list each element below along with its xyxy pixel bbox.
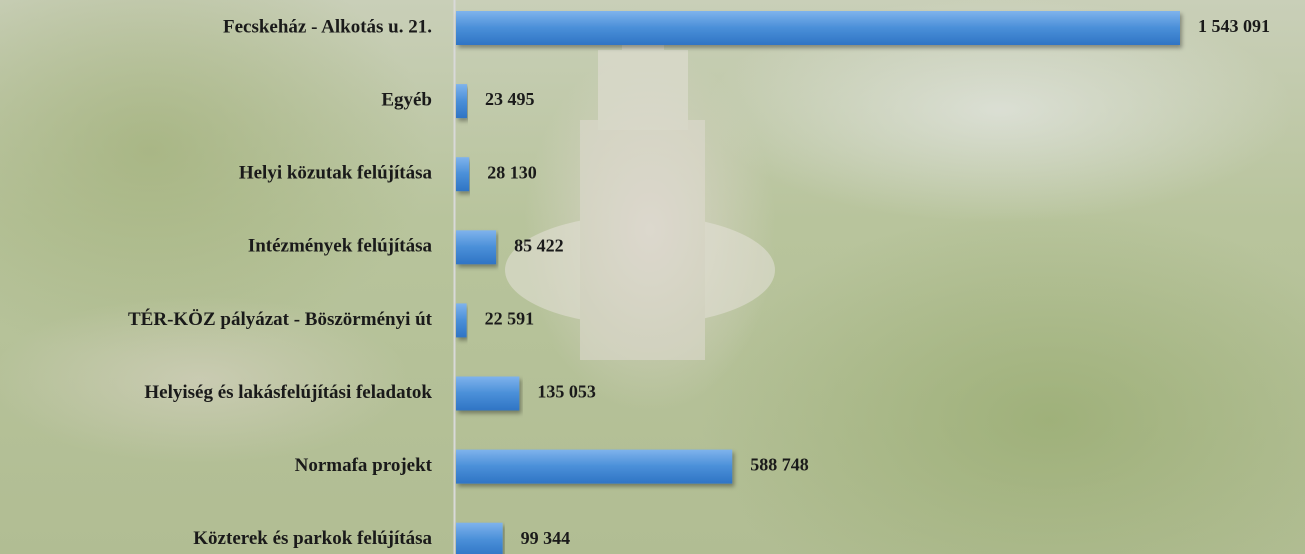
value-label: 135 053: [537, 382, 596, 402]
value-label: 99 344: [521, 528, 571, 548]
bar: [456, 303, 467, 338]
value-label: 588 748: [750, 455, 809, 475]
bar: [456, 84, 468, 119]
category-label: Közterek és parkok felújítása: [193, 528, 432, 549]
category-label: Normafa projekt: [295, 455, 433, 476]
bar: [456, 449, 733, 484]
category-label: Helyi közutak felújítása: [239, 163, 433, 184]
bar: [456, 376, 520, 411]
category-label: Intézmények felújítása: [248, 236, 433, 257]
value-label: 85 422: [514, 235, 564, 255]
bar: [456, 157, 470, 192]
category-label: Egyéb: [381, 89, 432, 110]
bar: [456, 522, 503, 554]
value-label: 1 543 091: [1198, 16, 1270, 36]
value-label: 28 130: [487, 162, 536, 182]
bar: [456, 230, 497, 265]
category-label: TÉR-KÖZ pályázat - Böszörményi út: [128, 308, 433, 330]
category-label: Fecskeház - Alkotás u. 21.: [223, 16, 432, 37]
value-label: 22 591: [485, 309, 535, 329]
tower-decoration: [505, 40, 775, 360]
bar: [456, 11, 1180, 45]
category-label: Helyiség és lakásfelújítási feladatok: [144, 382, 432, 403]
value-label: 23 495: [485, 89, 534, 109]
